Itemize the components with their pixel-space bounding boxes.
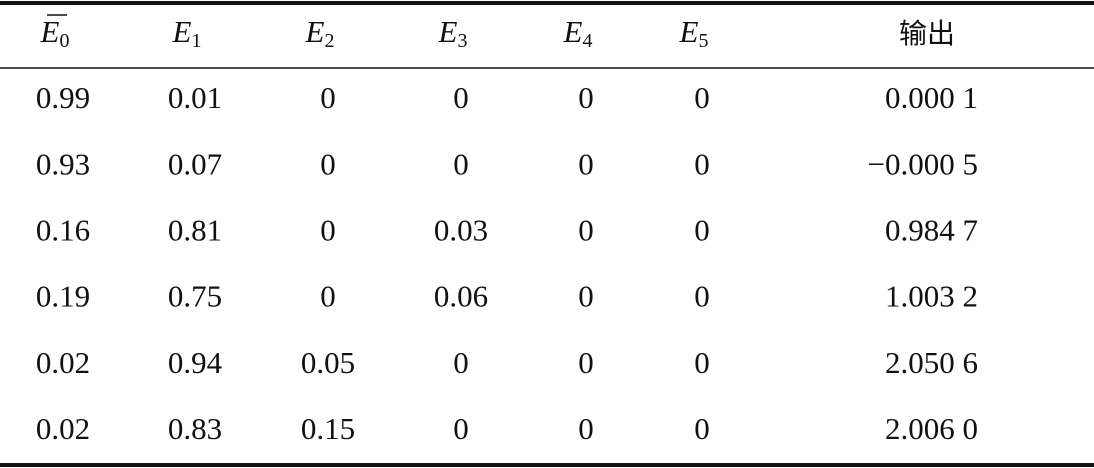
- cell: 0: [453, 146, 469, 181]
- cell: 0: [694, 146, 710, 181]
- cell: 0.15: [301, 411, 355, 446]
- output-cell: 0.984 7: [885, 213, 978, 248]
- cell: 0: [453, 411, 469, 446]
- header-subscript: 5: [698, 30, 708, 52]
- cell: 0: [453, 345, 469, 380]
- cell: 0: [320, 213, 336, 248]
- header-symbol: E: [40, 14, 60, 49]
- cell: 0: [578, 213, 594, 248]
- cell: 0.19: [36, 279, 90, 314]
- header-cell: E0: [40, 14, 70, 51]
- cell: 0.83: [168, 411, 222, 446]
- cell: 0: [578, 279, 594, 314]
- output-cell: 2.050 6: [885, 345, 978, 380]
- output-cell: 2.006 0: [885, 411, 978, 446]
- cell: 0: [694, 345, 710, 380]
- cell: 0: [578, 146, 594, 181]
- header-cell: E2: [305, 14, 335, 51]
- cell: 0.01: [168, 80, 222, 115]
- header-cell: E4: [563, 14, 593, 51]
- cell: 0: [694, 80, 710, 115]
- cell: 0.99: [36, 80, 90, 115]
- cell: 0.02: [36, 411, 90, 446]
- cell: 0: [320, 80, 336, 115]
- header-symbol: E: [305, 14, 325, 49]
- cell: 0.02: [36, 345, 90, 380]
- header-symbol: E: [563, 14, 583, 49]
- header-cell: 输出: [899, 17, 955, 50]
- header-subscript: 0: [59, 30, 69, 52]
- cell: 0.05: [301, 345, 355, 380]
- cell: 0: [694, 213, 710, 248]
- output-cell: 1.003 2: [885, 279, 978, 314]
- header-cell: E5: [679, 14, 709, 51]
- header-symbol: E: [438, 14, 458, 49]
- cell: 0: [694, 411, 710, 446]
- cell: 0: [320, 279, 336, 314]
- header-subscript: 4: [582, 30, 592, 52]
- cell: 0.03: [434, 213, 488, 248]
- header-symbol: E: [679, 14, 699, 49]
- cell: 0: [578, 411, 594, 446]
- header-cell: E1: [172, 14, 202, 51]
- header-subscript: 3: [457, 30, 467, 52]
- cell: 0.75: [168, 279, 222, 314]
- cell: 0: [320, 146, 336, 181]
- cell: 0: [578, 80, 594, 115]
- cell: 0.16: [36, 213, 90, 248]
- cell: 0.06: [434, 279, 488, 314]
- header-symbol: E: [172, 14, 192, 49]
- cell: 0: [694, 279, 710, 314]
- output-cell: −0.000 5: [868, 146, 978, 181]
- cell: 0: [578, 345, 594, 380]
- header-cell: E3: [438, 14, 468, 51]
- output-cell: 0.000 1: [885, 80, 978, 115]
- cell: 0.94: [168, 345, 223, 380]
- cell: 0.93: [36, 146, 90, 181]
- header-subscript: 2: [324, 30, 334, 52]
- cell: 0: [453, 80, 469, 115]
- header-subscript: 1: [191, 30, 201, 52]
- cell: 0.81: [168, 213, 222, 248]
- cell: 0.07: [168, 146, 222, 181]
